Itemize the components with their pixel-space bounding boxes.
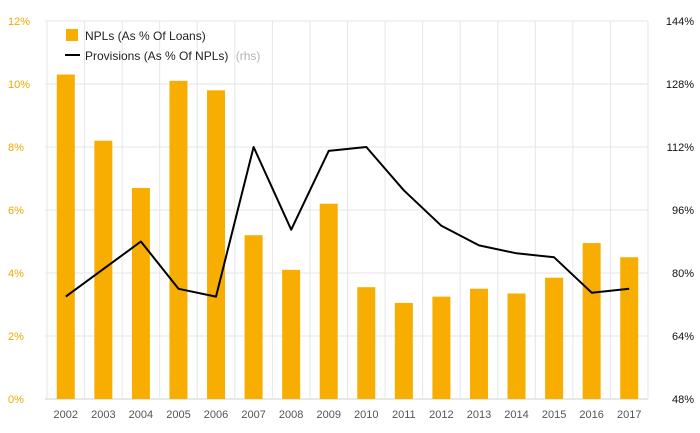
x-tick-label: 2008 xyxy=(279,409,303,421)
bar-npls-2016 xyxy=(582,243,601,399)
left-y-tick-label: 0% xyxy=(8,394,24,406)
x-tick-label: 2006 xyxy=(204,409,228,421)
left-y-tick-label: 4% xyxy=(8,268,24,280)
left-y-axis: 0% 2% 4% 6% 8% 10% 12% xyxy=(8,16,30,406)
legend-label-npls: NPLs (As % Of Loans) xyxy=(85,29,206,43)
legend-swatch-npls xyxy=(66,29,78,41)
bar-npls-2004 xyxy=(131,187,150,399)
grid-lines xyxy=(45,20,649,400)
right-y-tick-label: 80% xyxy=(672,268,694,280)
bar-npls-2017 xyxy=(620,257,639,399)
right-y-tick-label: 144% xyxy=(666,16,694,28)
x-axis: 2002 2003 2004 2005 2006 2007 2008 2009 2010 2011… xyxy=(54,409,642,421)
right-y-tick-label: 48% xyxy=(672,394,694,406)
bar-npls-2012 xyxy=(432,296,451,399)
legend-label-provisions: Provisions (As % Of NPLs) (rhs) xyxy=(85,49,260,63)
x-tick-label: 2004 xyxy=(129,409,153,421)
right-y-axis: 48% 64% 80% 96% 112% 128% 144% xyxy=(666,16,694,406)
x-tick-label: 2010 xyxy=(354,409,378,421)
bar-npls-2006 xyxy=(207,90,226,400)
x-tick-label: 2017 xyxy=(617,409,641,421)
x-tick-label: 2013 xyxy=(467,409,491,421)
bar-npls-2010 xyxy=(357,287,376,399)
legend-label-provisions-name: Provisions (As % Of NPLs) xyxy=(85,49,228,63)
bar-npls-2005 xyxy=(169,80,188,399)
right-y-tick-label: 96% xyxy=(672,205,694,217)
left-y-tick-label: 6% xyxy=(8,205,24,217)
legend: NPLs (As % Of Loans) Provisions (As % Of… xyxy=(65,29,260,63)
bar-npls-2013 xyxy=(469,288,488,399)
left-y-tick-label: 12% xyxy=(8,16,30,28)
legend-label-provisions-suffix: (rhs) xyxy=(236,49,261,63)
bar-npls-2002 xyxy=(56,74,75,400)
bar-npls-2009 xyxy=(319,203,338,399)
bar-npls-2007 xyxy=(244,235,263,399)
x-tick-label: 2005 xyxy=(166,409,190,421)
x-tick-label: 2014 xyxy=(504,409,528,421)
x-tick-label: 2002 xyxy=(54,409,78,421)
x-tick-label: 2016 xyxy=(579,409,603,421)
right-y-tick-label: 112% xyxy=(667,142,695,154)
left-y-tick-label: 8% xyxy=(8,142,24,154)
right-y-tick-label: 64% xyxy=(672,331,694,343)
bar-series xyxy=(56,74,639,400)
bar-npls-2011 xyxy=(394,302,413,399)
x-tick-label: 2015 xyxy=(542,409,566,421)
line-series xyxy=(65,146,630,298)
left-y-tick-label: 2% xyxy=(8,331,24,343)
right-y-tick-label: 128% xyxy=(666,79,694,91)
bar-npls-2014 xyxy=(507,293,526,399)
bar-npls-2015 xyxy=(545,277,564,399)
x-tick-label: 2009 xyxy=(316,409,340,421)
line-provisions xyxy=(65,146,630,298)
x-tick-label: 2011 xyxy=(392,409,416,421)
x-tick-label: 2003 xyxy=(91,409,115,421)
x-tick-label: 2012 xyxy=(429,409,453,421)
left-y-tick-label: 10% xyxy=(8,79,30,91)
x-tick-label: 2007 xyxy=(241,409,265,421)
bar-npls-2008 xyxy=(282,269,301,399)
